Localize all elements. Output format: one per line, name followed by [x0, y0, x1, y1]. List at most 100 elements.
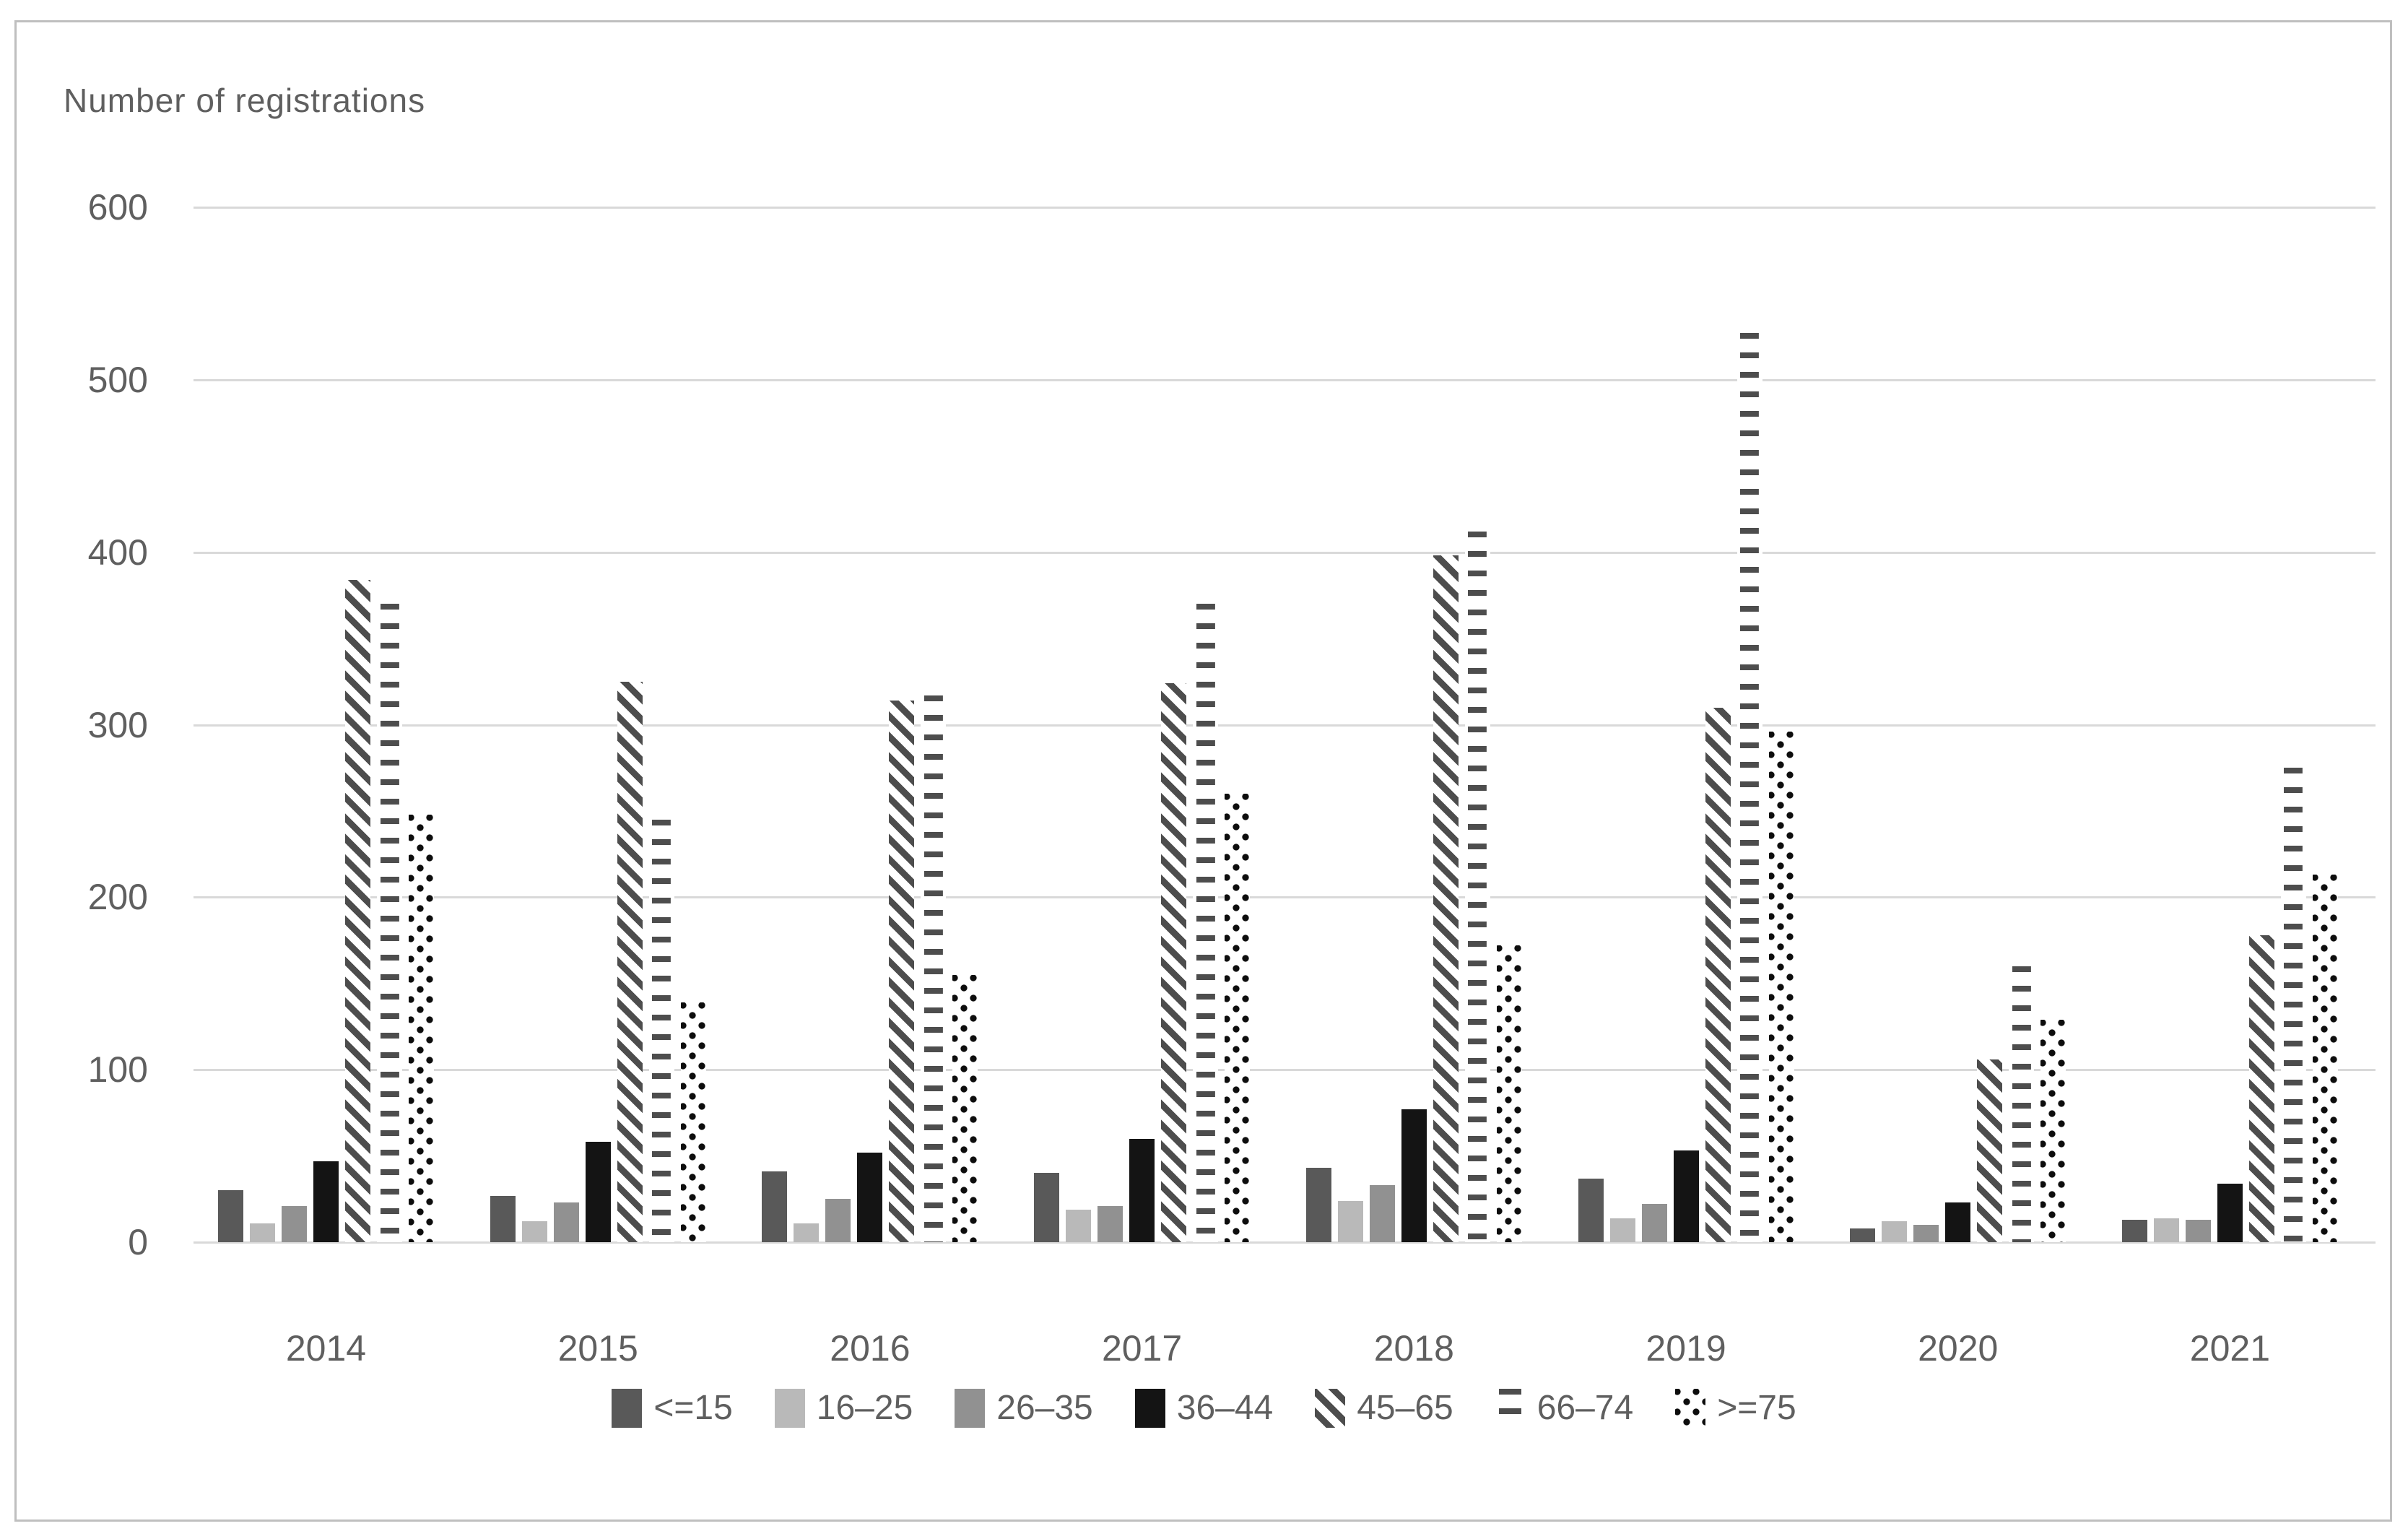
bar — [521, 1221, 547, 1242]
bar — [1945, 1202, 1971, 1242]
legend-swatch-icon — [612, 1388, 643, 1428]
bar — [2312, 875, 2338, 1242]
bar — [2040, 1019, 2066, 1242]
y-axis-tick-label: 100 — [87, 1049, 148, 1091]
legend-swatch-icon — [1134, 1388, 1165, 1428]
bar — [218, 1190, 243, 1242]
bar-group — [1850, 207, 2066, 1242]
bar — [1464, 532, 1490, 1242]
y-axis-tick-label: 400 — [87, 532, 148, 573]
bar — [952, 974, 978, 1242]
bar-group — [762, 207, 978, 1242]
bar — [921, 695, 947, 1242]
x-axis-tick-label: 2015 — [557, 1328, 638, 1369]
legend-swatch-icon — [1315, 1388, 1346, 1428]
bar-group — [490, 207, 706, 1242]
gridline — [194, 1241, 2376, 1244]
bar — [1401, 1109, 1427, 1242]
bar — [2280, 768, 2306, 1242]
y-axis-tick-label: 300 — [87, 704, 148, 745]
x-axis-tick-label: 2018 — [1373, 1328, 1454, 1369]
gridline — [194, 724, 2376, 727]
legend-label: 66–74 — [1536, 1389, 1634, 1427]
legend-item: 26–35 — [955, 1388, 1093, 1428]
legend-label: >=75 — [1717, 1389, 1796, 1427]
legend-item: 16–25 — [774, 1388, 913, 1428]
bar — [680, 1002, 706, 1242]
bar — [1496, 945, 1522, 1242]
bar — [1225, 794, 1251, 1242]
bar — [490, 1195, 516, 1242]
y-axis-tick-label: 600 — [87, 187, 148, 227]
gridline — [194, 207, 2376, 209]
legend: <=15 16–25 26–35 36–44 45–65 66–74 >=75 — [0, 1388, 2408, 1428]
bar — [282, 1205, 307, 1242]
bar — [2217, 1183, 2243, 1242]
bar — [1433, 555, 1459, 1242]
x-axis-tick-label: 2017 — [1101, 1328, 1183, 1369]
legend-item: 36–44 — [1134, 1388, 1274, 1428]
bar — [345, 579, 370, 1242]
bar — [553, 1202, 579, 1242]
bar — [1768, 732, 1794, 1242]
bar — [1193, 604, 1219, 1242]
bar-group — [2121, 207, 2338, 1242]
bar — [1850, 1228, 1876, 1242]
bar — [1977, 1059, 2003, 1242]
bar-group — [1578, 207, 1794, 1242]
y-axis-tick-label: 0 — [128, 1222, 148, 1262]
bar — [1337, 1200, 1363, 1242]
bar — [1161, 683, 1187, 1242]
bar — [794, 1223, 820, 1242]
bar — [1034, 1173, 1060, 1242]
bar — [2185, 1219, 2211, 1242]
x-axis: 2014 2015 2016 2017 2018 2019 2020 2021 — [181, 1327, 2376, 1369]
bar — [1913, 1225, 1939, 1242]
bar — [2248, 935, 2274, 1242]
x-axis-tick-label: 2019 — [1646, 1328, 1726, 1369]
legend-label: 16–25 — [816, 1389, 913, 1427]
x-axis-tick-label: 2021 — [2189, 1328, 2271, 1369]
bar — [825, 1199, 851, 1242]
legend-swatch-icon — [955, 1388, 986, 1428]
legend-item: 66–74 — [1495, 1388, 1633, 1428]
bar — [762, 1171, 788, 1242]
legend-item: <=15 — [612, 1388, 733, 1428]
chart-title: Number of registrations — [64, 82, 426, 119]
legend-swatch-icon — [1675, 1388, 1706, 1428]
gridline — [194, 896, 2376, 899]
x-axis-tick-label: 2014 — [285, 1328, 367, 1369]
bar — [857, 1152, 883, 1242]
bar — [1705, 707, 1731, 1242]
legend-label: <=15 — [653, 1389, 733, 1427]
bar — [2121, 1219, 2147, 1242]
gridline — [194, 1069, 2376, 1072]
bar — [1882, 1221, 1908, 1242]
legend-swatch-icon — [774, 1388, 805, 1428]
bar — [648, 819, 674, 1242]
bar — [1369, 1185, 1395, 1242]
bar — [2153, 1218, 2179, 1242]
bar — [2009, 966, 2035, 1242]
bar — [1673, 1150, 1699, 1242]
bar — [250, 1223, 275, 1242]
x-axis-tick-label: 2020 — [1918, 1328, 1999, 1369]
y-axis-tick-label: 500 — [87, 359, 148, 400]
legend-item: 45–65 — [1315, 1388, 1453, 1428]
bar — [313, 1161, 339, 1242]
bar — [409, 814, 434, 1242]
bar — [377, 604, 402, 1242]
bar — [1066, 1209, 1092, 1242]
bar-group — [1305, 207, 1522, 1242]
bar — [1578, 1178, 1604, 1242]
bar — [889, 701, 915, 1242]
plot-area — [181, 207, 2376, 1244]
bar-group — [1034, 207, 1251, 1242]
bar — [1097, 1205, 1123, 1242]
gridline — [194, 551, 2376, 554]
gridline — [194, 378, 2376, 381]
bar — [1737, 333, 1762, 1242]
legend-label: 36–44 — [1176, 1389, 1274, 1427]
bar — [1129, 1138, 1155, 1242]
bar-group — [218, 207, 434, 1242]
